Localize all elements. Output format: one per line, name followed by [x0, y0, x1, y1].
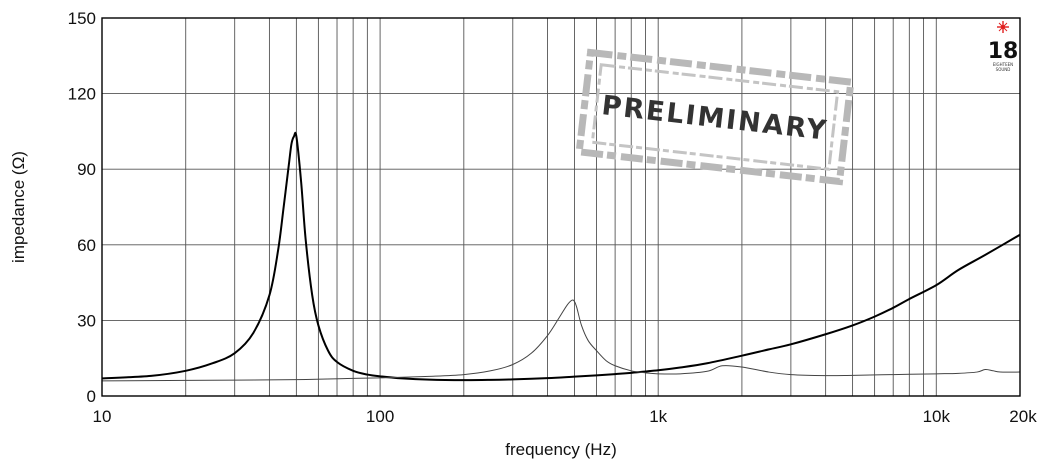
grid [102, 18, 1020, 396]
y-axis-ticks: 0 30 60 90 120 150 [68, 9, 96, 406]
series-group [101, 131, 1021, 382]
star-icon [997, 21, 1009, 33]
stamp-text: PRELIMINARY [600, 90, 830, 147]
x-axis-title: frequency (Hz) [505, 440, 616, 459]
y-tick-label: 30 [77, 311, 96, 330]
y-tick-label: 0 [87, 387, 96, 406]
logo-number: 18 [988, 39, 1019, 64]
y-tick-label: 60 [77, 236, 96, 255]
series-line-2 [101, 299, 1021, 382]
y-tick-label: 150 [68, 9, 96, 28]
y-tick-label: 120 [68, 85, 96, 104]
y-tick-label: 90 [77, 160, 96, 179]
preliminary-stamp: PRELIMINARY [575, 48, 855, 186]
logo-line2: SOUND [996, 67, 1011, 72]
logo-line1: EIGHTEEN [993, 62, 1013, 67]
x-tick-label: 10 [93, 407, 112, 426]
x-axis-ticks: 10 100 1k 10k 20k [93, 407, 1038, 426]
y-axis-title: impedance (Ω) [9, 151, 28, 263]
x-tick-label: 10k [923, 407, 951, 426]
x-tick-label: 1k [649, 407, 667, 426]
x-tick-label: 20k [1009, 407, 1037, 426]
series-line-1 [101, 131, 1021, 382]
plot-frame [101, 17, 1021, 397]
x-tick-label: 100 [366, 407, 394, 426]
brand-logo: 18 EIGHTEEN SOUND [988, 21, 1019, 72]
